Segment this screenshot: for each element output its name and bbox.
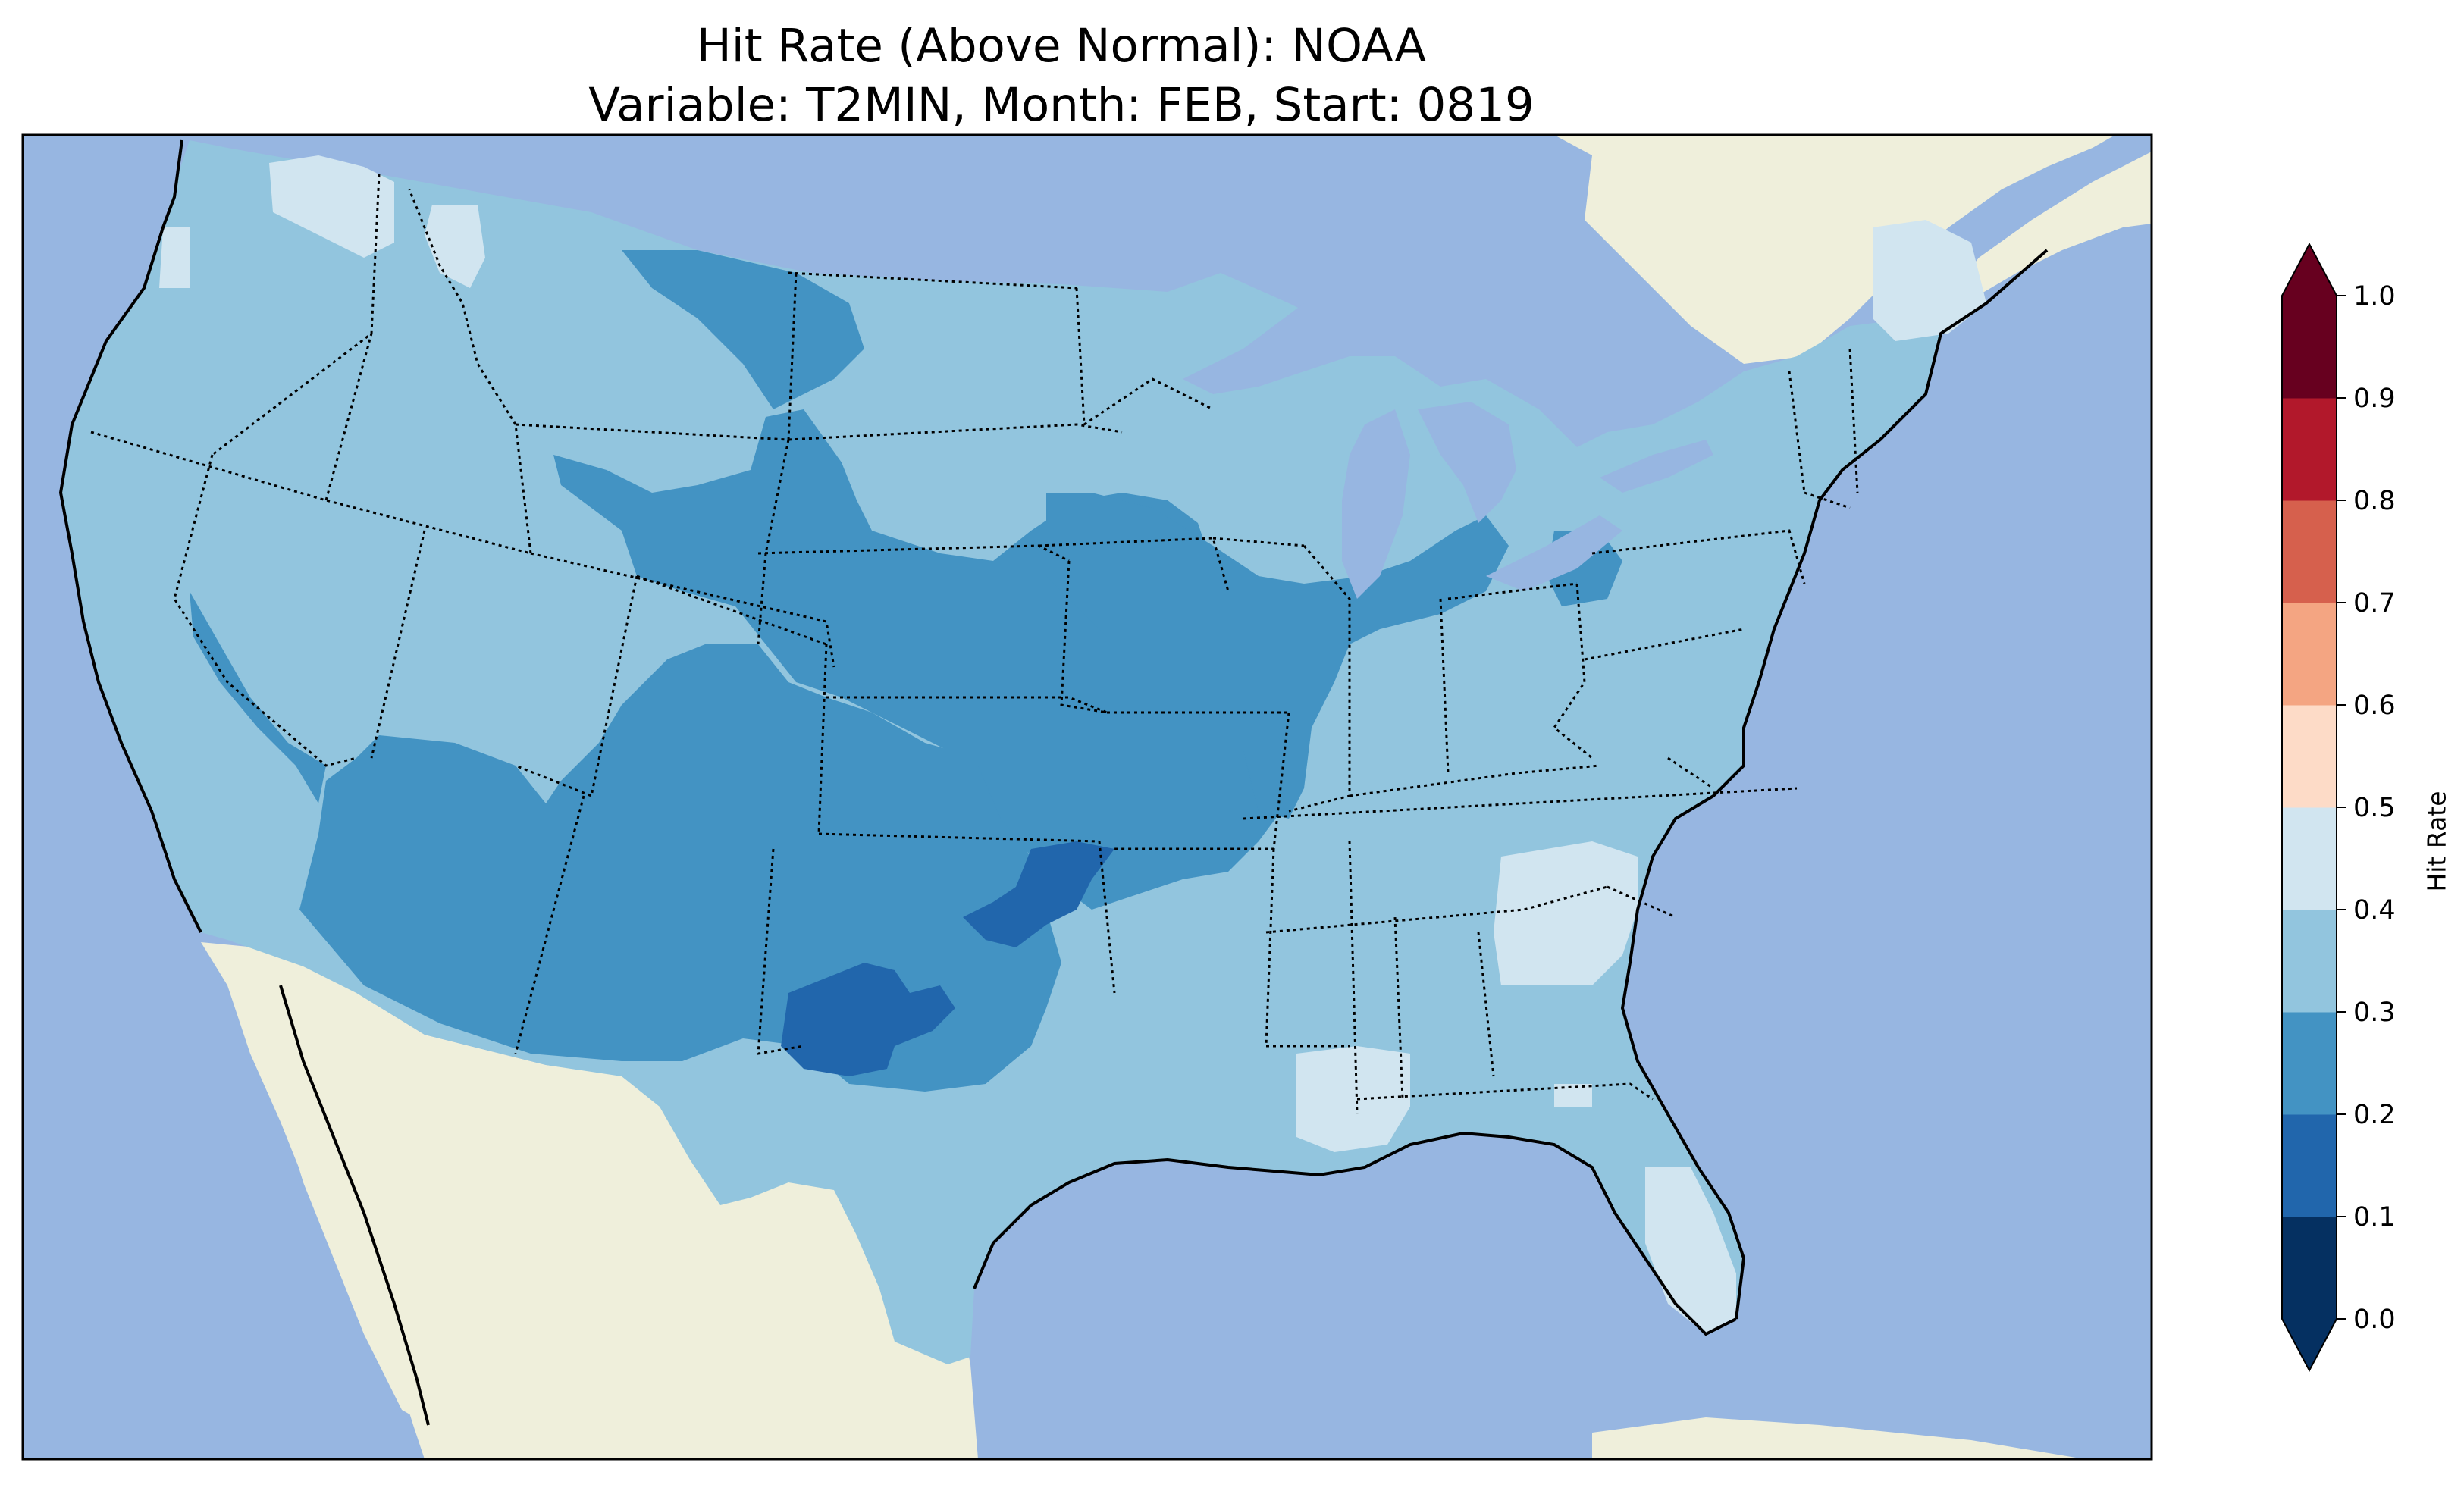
- colorbar-label: Hit Rate: [2422, 791, 2452, 892]
- colorbar-tick-label: 0.8: [2353, 486, 2396, 516]
- lake-michigan: [1342, 409, 1410, 599]
- gulf-coastline: [973, 1131, 1737, 1336]
- northern-montana-region: [622, 250, 864, 409]
- colorbar-segment: [2282, 807, 2337, 910]
- colorbar: 0.0 0.1 0.2 0.3 0.4 0.5 0.6 0.7 0.8 0.9 1.0: [2281, 242, 2396, 1373]
- map-title: Hit Rate (Above Normal): NOAA Variable: …: [0, 17, 2123, 135]
- colorbar-segment: [2282, 500, 2337, 603]
- west-coastline: [58, 139, 202, 933]
- east-coastline: [1620, 249, 2049, 1320]
- colorbar-segment: [2282, 1217, 2337, 1320]
- maine-region: [1873, 220, 1986, 341]
- colorbar-tick-label: 0.9: [2353, 384, 2396, 414]
- colorbar-tick-label: 0.5: [2353, 793, 2396, 823]
- colorbar-segment: [2282, 910, 2337, 1013]
- oklahoma-core-region: [963, 841, 1114, 947]
- colorbar-extend-max: [2282, 244, 2337, 296]
- colorbar-segment: [2282, 603, 2337, 706]
- colorbar-segment: [2282, 398, 2337, 501]
- colorbar-tick-label: 0.0: [2353, 1305, 2396, 1335]
- map-frame: [21, 133, 2153, 1461]
- baja-peninsula: [269, 985, 428, 1425]
- canada-landmass: [182, 135, 2115, 364]
- state-borders: [90, 174, 1859, 1115]
- colorbar-tick-label: 0.2: [2353, 1100, 2396, 1130]
- colorbar-tick-label: 0.6: [2353, 691, 2396, 721]
- map-area: [23, 135, 2152, 1459]
- idaho-patch-region: [425, 205, 485, 288]
- gulf-coast-region: [1296, 1046, 1410, 1152]
- colorbar-segment: [2282, 296, 2337, 399]
- colorbar-segment: [2282, 1114, 2337, 1217]
- carolinas-region: [1494, 841, 1638, 985]
- lake-ontario: [1600, 440, 1713, 493]
- baja-coastline: [279, 985, 430, 1426]
- pacific-northwest-region: [269, 155, 394, 258]
- colorbar-tick-label: 0.4: [2353, 895, 2396, 926]
- iowa-illinois-region: [1046, 493, 1509, 819]
- lake-huron: [1418, 402, 1516, 523]
- georgia-patch: [1554, 1084, 1592, 1107]
- colorbar-tick-label: 0.7: [2353, 588, 2396, 619]
- colorbar-extend-min: [2282, 1319, 2337, 1370]
- nova-scotia-landmass: [1926, 152, 2152, 326]
- colorbar-segment: [2282, 705, 2337, 808]
- washington-coast-patch: [159, 227, 190, 288]
- yucatan-cuba-landmass: [1592, 1417, 2085, 1459]
- west-texas-core-region: [781, 963, 955, 1076]
- colorbar-segment: [2282, 1012, 2337, 1115]
- colorbar-tick-label: 0.3: [2353, 998, 2396, 1028]
- nevada-strip: [190, 591, 326, 803]
- title-line-1: Hit Rate (Above Normal): NOAA: [696, 19, 1427, 73]
- title-line-2: Variable: T2MIN, Month: FEB, Start: 0819: [588, 78, 1535, 132]
- colorbar-tick-label: 1.0: [2353, 281, 2396, 312]
- lake-superior: [1183, 280, 1410, 394]
- lake-erie: [1486, 515, 1622, 591]
- colorbar-tick-label: 0.1: [2353, 1202, 2396, 1232]
